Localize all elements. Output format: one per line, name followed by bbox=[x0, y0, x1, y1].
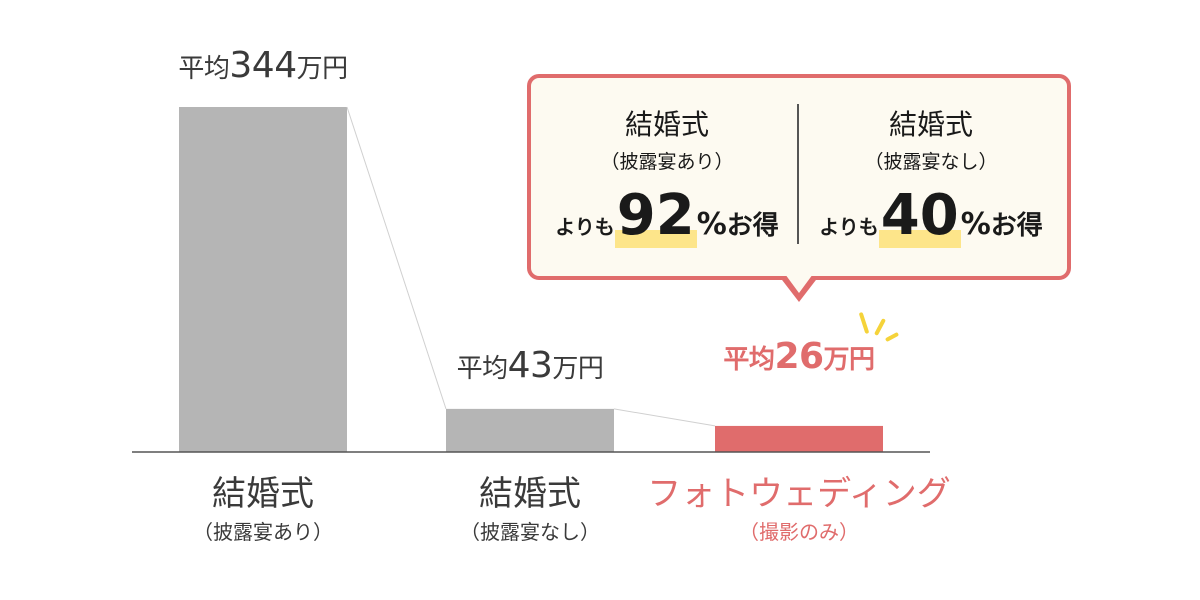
callout-tail-fill bbox=[785, 274, 813, 293]
bar-1 bbox=[446, 408, 614, 452]
savings-line: よりも40%お得 bbox=[796, 183, 1066, 248]
savings-percent-number: 92 bbox=[614, 183, 697, 248]
comparison-subtitle: （披露宴あり） bbox=[600, 151, 734, 173]
category-label-photo-wedding: フォトウェディング （撮影のみ） bbox=[647, 474, 951, 546]
comparison-title: 結婚式 bbox=[624, 108, 709, 141]
savings-prefix: よりも bbox=[819, 215, 879, 239]
category-sub: （披露宴なし） bbox=[460, 520, 600, 544]
value-prefix: 平均 bbox=[456, 353, 509, 384]
category-sub: （披露宴あり） bbox=[193, 520, 333, 544]
bar-value-label-without-reception: 平均43万円 bbox=[457, 345, 604, 386]
value-unit: 万円 bbox=[823, 344, 876, 375]
bar-0 bbox=[179, 107, 347, 452]
category-main: 結婚式 bbox=[479, 474, 581, 514]
bar-value-label-photo-wedding: 平均26万円 bbox=[723, 335, 876, 377]
category-label-with-reception: 結婚式 （披露宴あり） bbox=[193, 474, 333, 546]
value-unit: 万円 bbox=[552, 353, 604, 384]
category-label-without-reception: 結婚式 （披露宴なし） bbox=[460, 474, 600, 546]
bar-value-label-with-reception: 平均344万円 bbox=[178, 45, 349, 86]
bar-2 bbox=[715, 425, 883, 452]
bars-group bbox=[179, 106, 883, 452]
value-number: 26 bbox=[774, 335, 824, 377]
value-unit: 万円 bbox=[296, 54, 349, 84]
percent-sign: % bbox=[960, 207, 991, 242]
value-prefix: 平均 bbox=[723, 344, 775, 375]
comparison-subtitle: （披露宴なし） bbox=[864, 151, 998, 173]
savings-vs-without-reception: 結婚式 （披露宴なし） よりも40%お得 bbox=[796, 108, 1066, 248]
savings-suffix: お得 bbox=[990, 211, 1043, 241]
category-main: フォトウェディング bbox=[647, 474, 951, 514]
savings-suffix: お得 bbox=[726, 211, 779, 241]
value-prefix: 平均 bbox=[178, 54, 230, 84]
connector-line bbox=[346, 106, 447, 410]
callout-divider bbox=[797, 104, 799, 244]
connector-line bbox=[613, 408, 716, 427]
percent-sign: % bbox=[696, 207, 727, 242]
category-main: 結婚式 bbox=[212, 474, 314, 514]
value-number: 43 bbox=[507, 344, 553, 386]
value-number: 344 bbox=[229, 45, 297, 86]
savings-prefix: よりも bbox=[555, 215, 615, 239]
comparison-title: 結婚式 bbox=[888, 108, 973, 141]
savings-vs-with-reception: 結婚式 （披露宴あり） よりも92%お得 bbox=[532, 108, 802, 248]
savings-percent-number: 40 bbox=[878, 183, 961, 248]
category-sub: （撮影のみ） bbox=[739, 520, 859, 544]
savings-line: よりも92%お得 bbox=[532, 183, 802, 248]
